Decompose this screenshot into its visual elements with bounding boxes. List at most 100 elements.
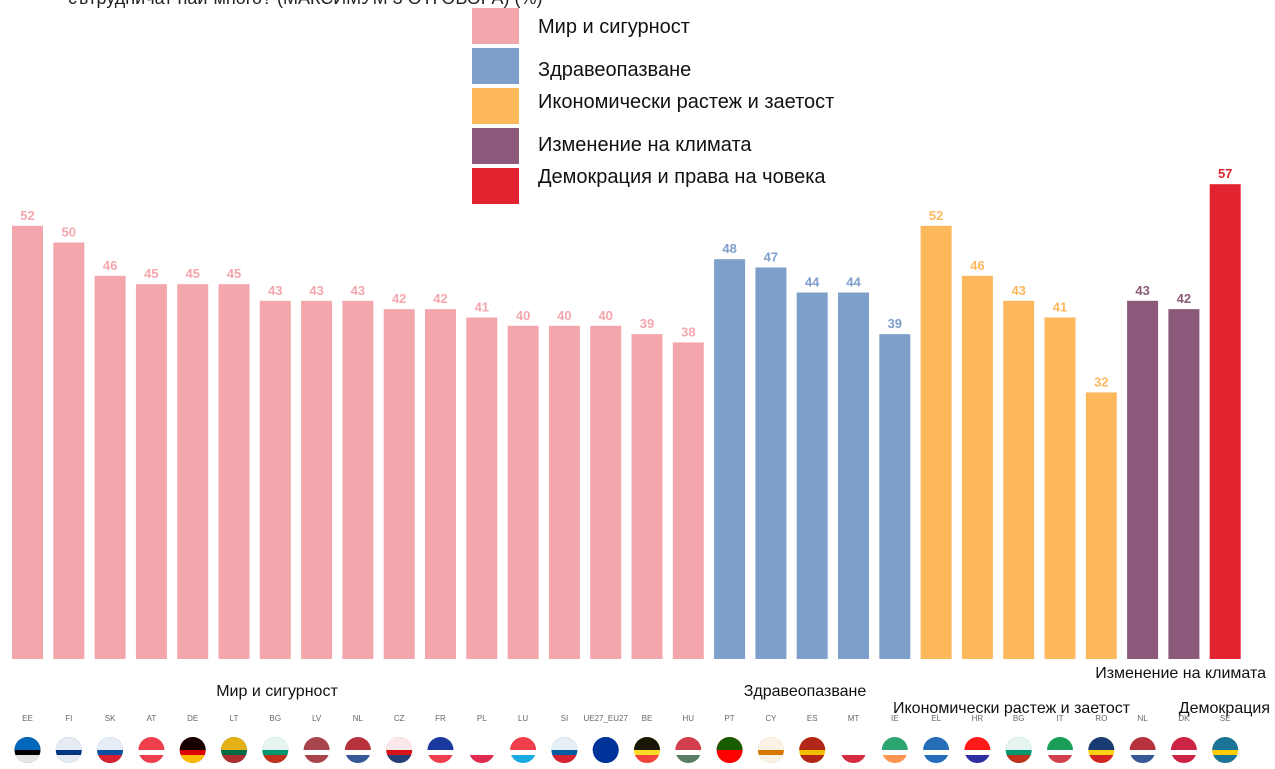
flag [924,755,949,763]
legend-swatch [472,128,519,164]
bar [301,300,333,659]
flag [468,737,495,750]
bar [548,325,580,659]
flag [55,737,82,750]
x-tick-label: CZ [394,714,405,723]
flag [139,755,164,763]
flag [716,737,743,750]
flag [758,755,783,763]
data-label: 42 [1177,291,1191,306]
data-label: 40 [516,308,530,323]
flag [1005,737,1032,750]
x-tick-label: EE [22,714,33,723]
data-label: 44 [846,274,861,289]
x-tick-label: FI [65,714,72,723]
bar [879,334,911,659]
data-label: 52 [20,208,34,223]
x-tick-label: SK [105,714,116,723]
legend-swatch [472,88,519,124]
bar [1003,300,1035,659]
flag [386,737,413,750]
data-label: 46 [103,258,117,273]
bar [383,309,415,659]
x-tick-label: NL [353,714,364,723]
x-tick-label: ES [807,714,818,723]
group-label: Изменение на климата [1095,665,1266,682]
x-tick-label: PT [724,714,734,723]
bar [796,292,828,659]
data-label: 43 [1135,283,1149,298]
flag [469,755,494,763]
flag [303,737,330,750]
data-label: 40 [598,308,612,323]
data-label: 43 [309,283,323,298]
flag [635,755,659,763]
flag [510,737,537,750]
flag [882,755,907,763]
x-tick-label: BG [1013,714,1025,723]
data-label: 41 [475,299,489,314]
x-tick-label: UE27_EU27 [583,714,628,723]
flag [593,755,618,763]
bar [961,275,993,659]
flag [634,737,660,750]
x-tick-label: IE [891,714,899,723]
data-label: 57 [1218,166,1232,181]
bar [342,300,374,659]
flag [1213,755,1238,763]
flag [799,737,826,750]
x-tick-label: IT [1056,714,1063,723]
flag [1170,737,1197,750]
bar [631,334,663,659]
flag [717,755,742,763]
bar [177,284,209,659]
data-label: 46 [970,258,984,273]
flag [15,755,40,763]
flag [138,737,165,750]
legend-label: Мир и сигурност [538,16,690,38]
data-label: 48 [722,241,736,256]
x-tick-label: DK [1178,714,1190,723]
flag [97,737,124,750]
x-tick-label: PL [477,714,487,723]
x-tick-label: MT [848,714,860,723]
data-label: 43 [351,283,365,298]
flag [263,755,288,764]
x-tick-label: BG [270,714,282,723]
flag [344,737,371,750]
flag [1129,737,1156,750]
flag [551,737,578,750]
x-tick-label: LV [312,714,322,723]
legend-swatch [472,168,519,204]
group-label: Демокрация [1179,700,1270,717]
legend-label: Икономически растеж и заетост [538,91,834,113]
bar [94,275,126,659]
flag [304,755,329,763]
data-label: 39 [888,316,902,331]
flag [427,737,454,750]
x-tick-label: RO [1095,714,1107,723]
flag [592,737,619,750]
bar [1085,392,1117,659]
flag [1006,755,1031,763]
data-label: 42 [392,291,406,306]
bar [1044,317,1076,659]
bar [590,325,622,659]
flag [179,737,206,750]
flag [345,755,370,763]
data-label: 45 [185,266,199,281]
flag [222,755,246,764]
bar [425,309,456,659]
flag [180,755,205,763]
data-label: 45 [227,266,241,281]
flag [98,755,123,763]
data-label: 40 [557,308,571,323]
legend-label: Демокрация и права на човека [538,166,826,188]
flag [1130,755,1155,763]
flag [676,755,701,763]
data-label: 38 [681,324,695,339]
x-tick-label: LT [230,714,239,723]
bar [838,292,869,659]
flag [1171,755,1196,763]
